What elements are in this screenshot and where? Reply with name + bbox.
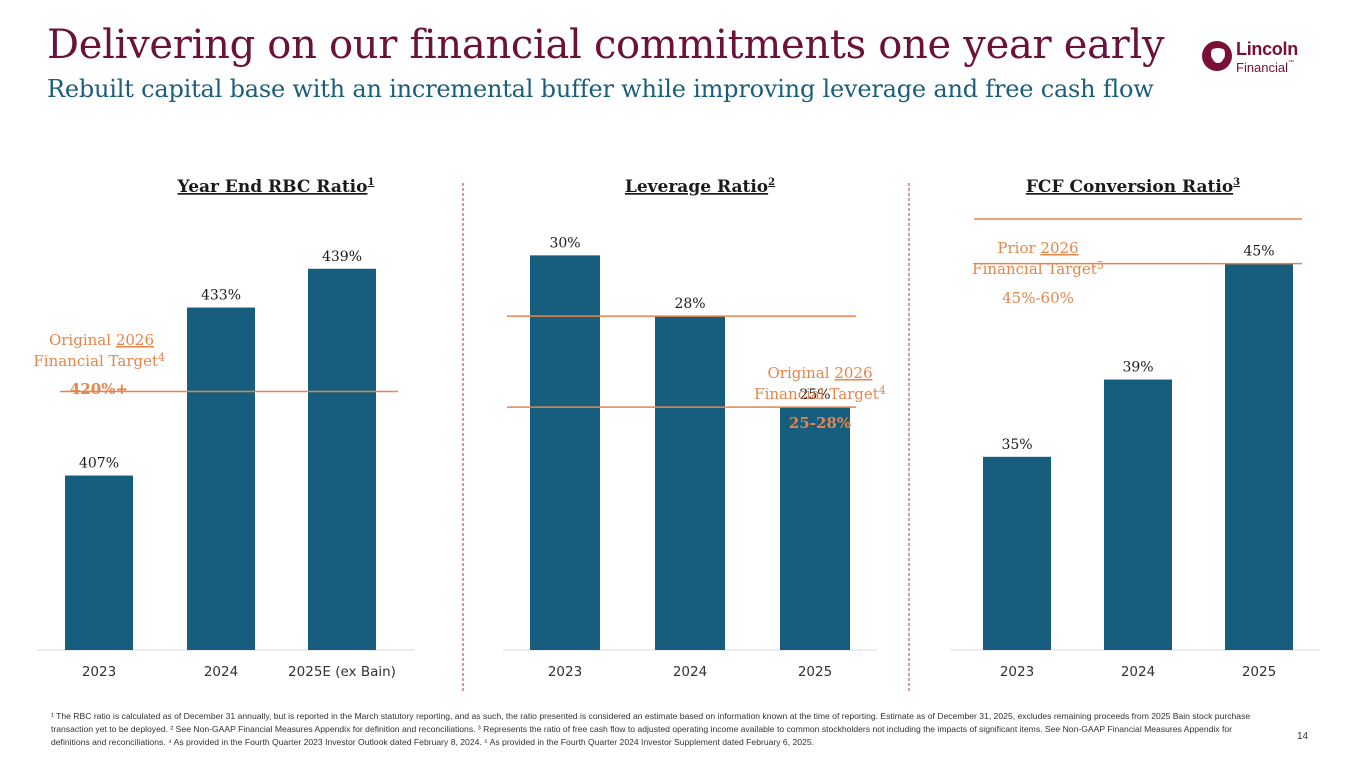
leverage-value-label: 30% xyxy=(549,235,580,251)
leverage-ratio-chart: Leverage Ratio2 30% 2023 28% 2024 25% 2025 Or… xyxy=(503,177,886,680)
page-number: 14 xyxy=(1297,731,1309,742)
rbc-ratio-chart: Year End RBC Ratio1 407% 2023 433% 2024 439%… xyxy=(33,177,414,680)
rbc-value-label: 407% xyxy=(79,456,119,472)
fcf-chart-title: FCF Conversion Ratio3 xyxy=(1026,177,1240,197)
leverage-target-label-2: Financial Target4 xyxy=(754,384,886,403)
fcf-bar-2025 xyxy=(1225,263,1293,650)
rbc-target-label-2: Financial Target4 xyxy=(33,351,165,370)
rbc-category-label: 2023 xyxy=(82,664,116,680)
rbc-value-label: 439% xyxy=(322,249,362,265)
rbc-category-label: 2024 xyxy=(204,664,238,680)
lincoln-portrait-icon xyxy=(1202,41,1232,71)
page-subtitle: Rebuilt capital base with an incremental… xyxy=(47,75,1154,103)
leverage-bar-2025 xyxy=(780,407,850,650)
rbc-target-label-1: Original 2026 xyxy=(49,331,154,349)
rbc-chart-title: Year End RBC Ratio1 xyxy=(177,177,375,197)
page-title: Delivering on our financial commitments … xyxy=(47,22,1165,68)
rbc-category-label: 2025E (ex Bain) xyxy=(288,664,396,680)
fcf-category-label: 2024 xyxy=(1121,664,1155,680)
rbc-bar-2023 xyxy=(65,475,133,650)
lincoln-financial-logo: Lincoln Financial™ xyxy=(1201,38,1316,78)
logo-wordmark: Lincoln xyxy=(1236,39,1298,59)
rbc-target-value: 420%+ xyxy=(70,380,128,398)
rbc-bar-2024 xyxy=(187,307,255,650)
fcf-category-label: 2025 xyxy=(1242,664,1276,680)
leverage-value-label: 25% xyxy=(799,387,830,403)
leverage-target-label-1: Original 2026 xyxy=(767,364,872,382)
leverage-category-label: 2024 xyxy=(673,664,707,680)
rbc-bar-2025e-ex-bain xyxy=(308,268,376,650)
fcf-conversion-chart: FCF Conversion Ratio3 35% 2023 39% 2024 45% 2… xyxy=(950,177,1320,680)
rbc-value-label: 433% xyxy=(201,288,241,304)
fcf-value-label: 35% xyxy=(1001,437,1032,453)
fcf-target-value: 45%-60% xyxy=(1002,289,1074,307)
leverage-chart-title: Leverage Ratio2 xyxy=(625,177,775,197)
fcf-value-label: 45% xyxy=(1243,244,1274,260)
leverage-value-label: 28% xyxy=(674,296,705,312)
fcf-category-label: 2023 xyxy=(1000,664,1034,680)
leverage-bar-2023 xyxy=(530,255,600,650)
footnote: ¹ The RBC ratio is calculated as of Dece… xyxy=(51,711,1251,747)
charts-area: Year End RBC Ratio1 407% 2023 433% 2024 439%… xyxy=(33,177,1320,693)
leverage-target-value: 25-28% xyxy=(789,414,851,432)
logo-subline: Financial™ xyxy=(1236,60,1295,75)
leverage-category-label: 2023 xyxy=(548,664,582,680)
leverage-category-label: 2025 xyxy=(798,664,832,680)
fcf-target-label-1: Prior 2026 xyxy=(997,239,1078,257)
fcf-bar-2023 xyxy=(983,456,1051,650)
leverage-bar-2024 xyxy=(655,316,725,650)
fcf-target-label-2: Financial Target5 xyxy=(972,259,1104,278)
fcf-value-label: 39% xyxy=(1122,360,1153,376)
fcf-bar-2024 xyxy=(1104,379,1172,650)
